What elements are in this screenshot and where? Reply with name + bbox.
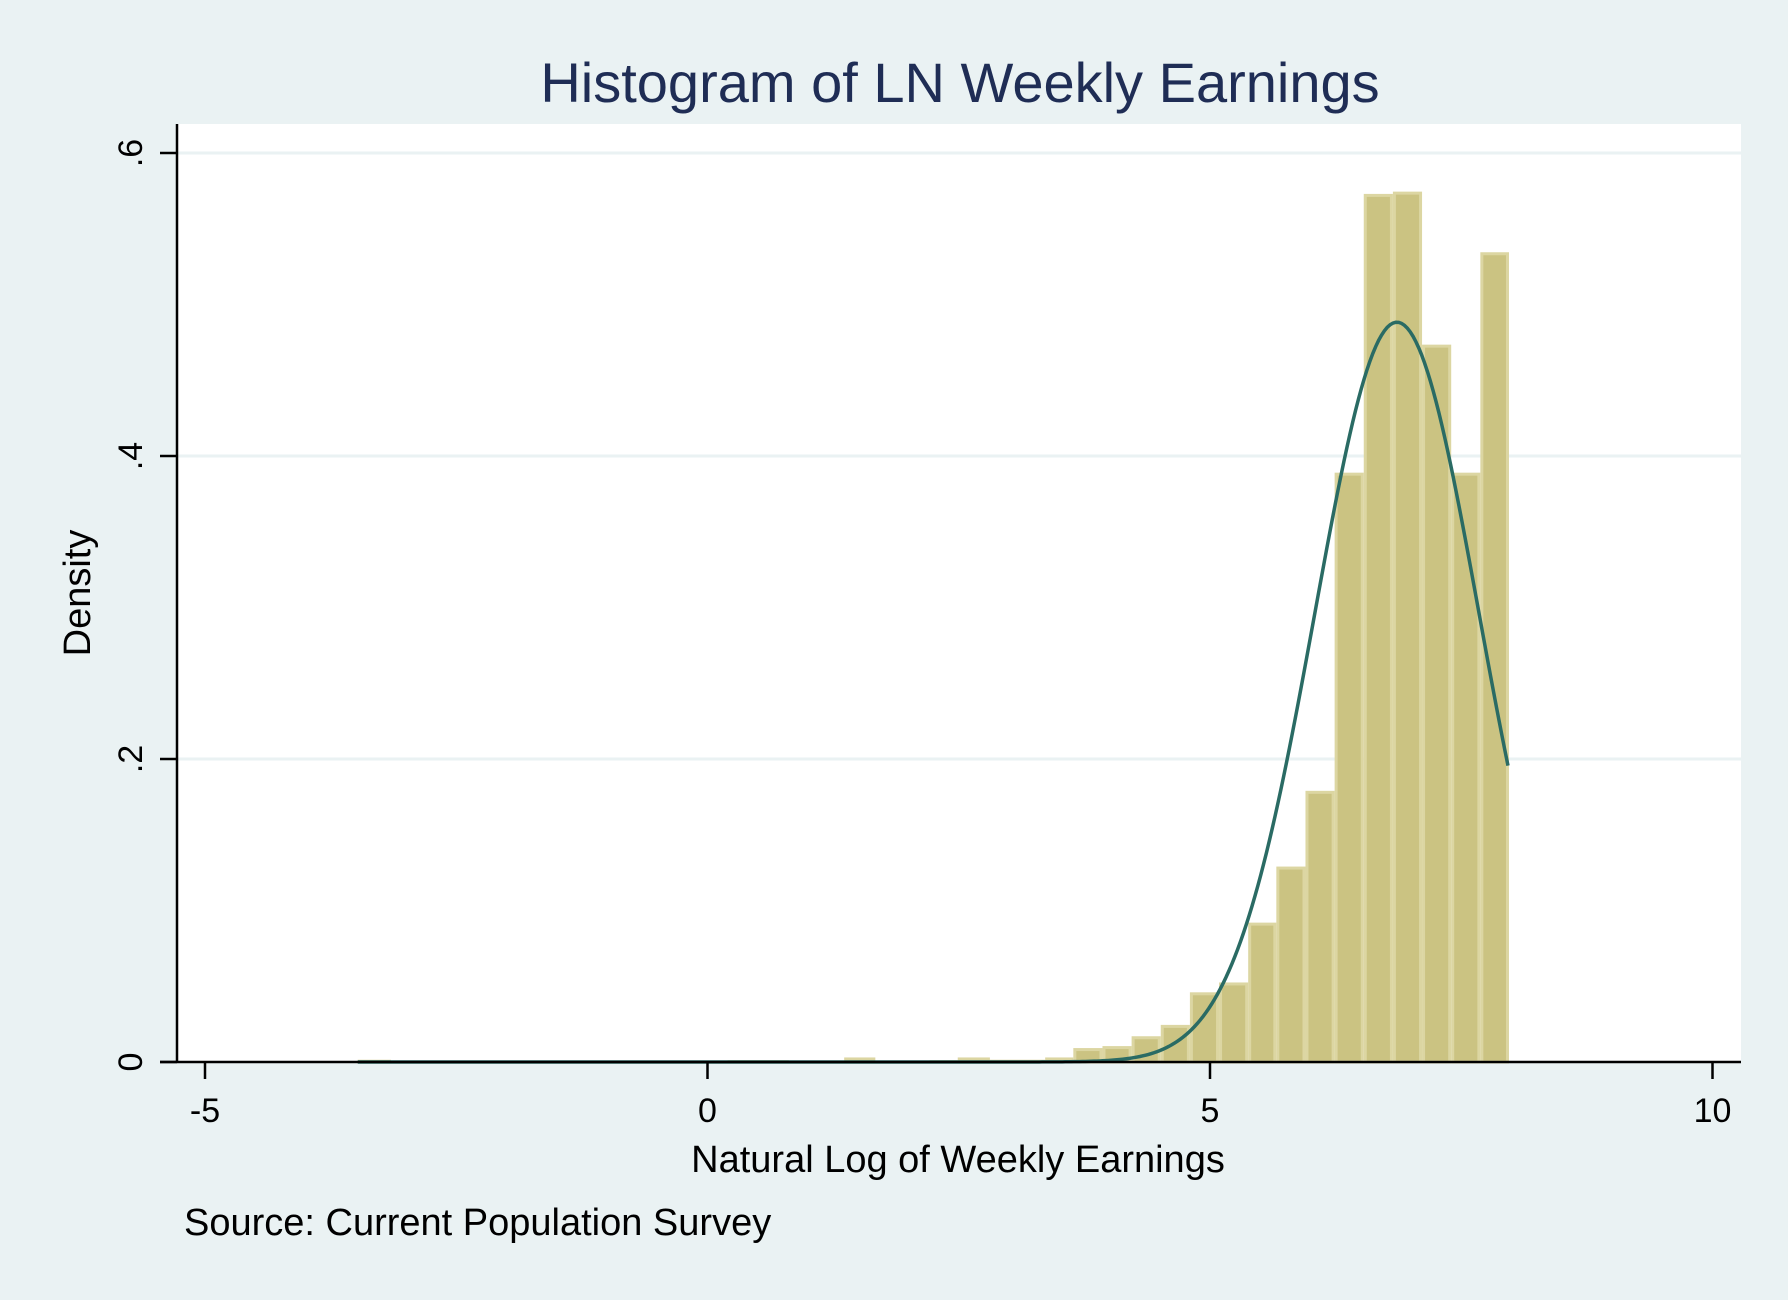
histogram-bar — [1422, 344, 1452, 1064]
histogram-bar — [1248, 922, 1277, 1064]
source-note: Source: Current Population Survey — [184, 1202, 771, 1244]
x-tick-label: -5 — [190, 1092, 220, 1130]
y-tick-label: .6 — [112, 139, 150, 167]
y-tick-label: .2 — [112, 745, 150, 773]
y-axis-ticks: 0 .2 .4 .6 — [112, 139, 177, 1072]
y-tick-label: .4 — [112, 442, 150, 470]
y-tick-label: 0 — [112, 1053, 150, 1072]
histogram-bars — [357, 191, 1509, 1064]
histogram-bar — [1451, 472, 1481, 1064]
x-tick-label: 10 — [1694, 1092, 1732, 1130]
axes — [160, 124, 1741, 1064]
histogram-bar — [1392, 191, 1423, 1064]
x-axis-ticks: -5 0 5 10 — [190, 1062, 1732, 1130]
histogram-bar — [1219, 982, 1249, 1064]
histogram-bar — [1276, 866, 1306, 1064]
histogram-bar — [1305, 790, 1335, 1064]
histogram-bar — [1334, 472, 1364, 1064]
y-axis-title: Density — [57, 530, 99, 657]
x-tick-label: 0 — [698, 1092, 717, 1130]
x-tick-label: 5 — [1201, 1092, 1220, 1130]
x-axis-title: Natural Log of Weekly Earnings — [691, 1139, 1225, 1181]
chart-title: Histogram of LN Weekly Earnings — [540, 51, 1379, 114]
